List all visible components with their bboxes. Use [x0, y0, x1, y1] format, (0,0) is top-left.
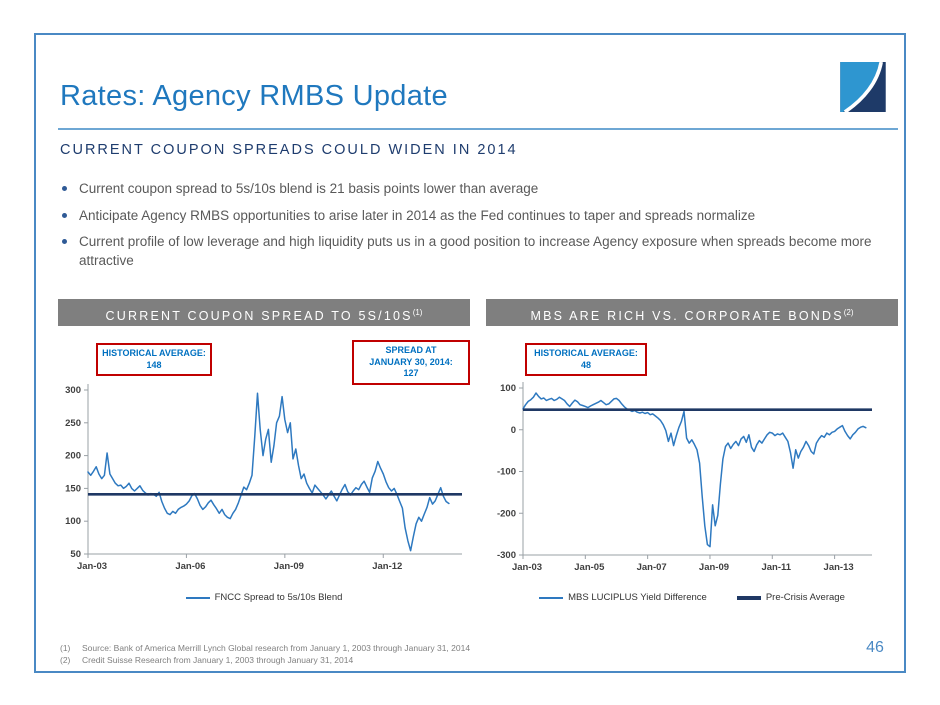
bullet-item: Current profile of low leverage and high…: [60, 233, 878, 270]
svg-text:Jan-09: Jan-09: [699, 562, 729, 573]
footnotes: (1) Source: Bank of America Merrill Lynch…: [60, 642, 470, 666]
title-divider: [58, 128, 898, 130]
legend-item: FNCC Spread to 5s/10s Blend: [185, 592, 343, 603]
legend-item: Pre-Crisis Average: [736, 592, 845, 603]
bullet-text: Current coupon spread to 5s/10s blend is…: [79, 181, 539, 196]
footnote-ref-2: (2): [843, 308, 854, 317]
bullet-list: Current coupon spread to 5s/10s blend is…: [60, 180, 878, 278]
svg-text:-200: -200: [497, 508, 516, 519]
legend-label: MBS LUCIPLUS Yield Difference: [568, 592, 707, 603]
bullet-text: Anticipate Agency RMBS opportunities to …: [79, 207, 756, 223]
svg-text:Jan-07: Jan-07: [637, 562, 667, 573]
footnote-ref-1: (1): [412, 308, 423, 317]
svg-text:50: 50: [70, 549, 81, 560]
callout-line: HISTORICAL AVERAGE:: [534, 348, 638, 358]
callout-value: 127: [403, 368, 419, 378]
svg-text:Jan-12: Jan-12: [372, 561, 402, 572]
svg-text:Jan-09: Jan-09: [274, 561, 304, 572]
left-chart-header: CURRENT COUPON SPREAD TO 5S/10S(1): [58, 299, 470, 326]
slide-subtitle: CURRENT COUPON SPREADS COULD WIDEN IN 20…: [60, 142, 518, 158]
svg-text:150: 150: [65, 483, 81, 494]
callout-line: HISTORICAL AVERAGE:: [102, 348, 206, 358]
svg-text:-300: -300: [497, 550, 516, 561]
spread-line-chart: 50 100 150 200 250 300 Jan-03 Jan-06 Jan-09 Jan-1…: [65, 384, 462, 572]
callout-line: JANUARY 30, 2014:: [369, 356, 453, 367]
svg-text:100: 100: [500, 383, 516, 394]
bullet-dot-icon: [62, 186, 67, 191]
legend-label: Pre-Crisis Average: [765, 592, 845, 603]
footnote-marker: (1): [60, 643, 71, 653]
bullet-dot-icon: [62, 212, 67, 218]
svg-text:Jan-13: Jan-13: [824, 562, 854, 573]
blue-line-sample-icon: [185, 596, 210, 599]
historical-average-callout-right: HISTORICAL AVERAGE: 48: [525, 343, 647, 376]
company-logo: [840, 61, 886, 114]
left-chart-title: CURRENT COUPON SPREAD TO 5S/10S: [105, 309, 413, 324]
callout-value: 148: [146, 359, 162, 370]
svg-text:200: 200: [65, 451, 81, 462]
page-title: Rates: Agency RMBS Update: [60, 80, 448, 112]
bullet-item: Current coupon spread to 5s/10s blend is…: [60, 180, 878, 199]
legend-label: FNCC Spread to 5s/10s Blend: [214, 592, 343, 603]
page-number: 46: [866, 639, 884, 656]
svg-text:Jan-03: Jan-03: [77, 561, 107, 572]
footnote-1: (1) Source: Bank of America Merrill Lynch…: [60, 642, 470, 654]
svg-text:Jan-05: Jan-05: [574, 562, 605, 573]
bullet-dot-icon: [62, 239, 67, 244]
right-chart-header: MBS ARE RICH VS. CORPORATE BONDS(2): [486, 299, 898, 326]
bullet-item: Anticipate Agency RMBS opportunities to …: [60, 207, 878, 226]
spread-at-date-callout: SPREAD AT JANUARY 30, 2014: 127: [352, 340, 470, 385]
right-chart-legend: MBS LUCIPLUS Yield Difference Pre-Crisis…: [486, 592, 898, 603]
footnote-text: Credit Suisse Research from January 1, 2…: [82, 655, 354, 665]
svg-text:Jan-03: Jan-03: [512, 562, 542, 573]
blue-line-sample-icon: [539, 596, 564, 599]
svg-text:0: 0: [511, 425, 516, 436]
svg-text:250: 250: [65, 418, 81, 429]
right-chart-title: MBS ARE RICH VS. CORPORATE BONDS: [530, 309, 844, 324]
historical-average-callout-left: HISTORICAL AVERAGE: 148: [96, 343, 212, 376]
callout-value: 48: [580, 359, 591, 370]
svg-text:300: 300: [65, 385, 81, 396]
diagonal-swoosh-logo-icon: [840, 61, 886, 114]
svg-text:100: 100: [65, 516, 81, 527]
footnote-marker: (2): [60, 655, 71, 665]
svg-text:Jan-11: Jan-11: [761, 562, 791, 573]
callout-line: SPREAD AT: [385, 345, 437, 355]
left-chart-legend: FNCC Spread to 5s/10s Blend: [58, 592, 470, 603]
navy-line-sample-icon: [736, 595, 761, 600]
footnote-2: (2) Credit Suisse Research from January 1…: [60, 654, 470, 666]
mbs-vs-corporate-line-chart: -300 -200 -100 0 100 Jan-03 Jan-05 Jan-07 Jan-09…: [497, 382, 872, 573]
legend-item: MBS LUCIPLUS Yield Difference: [539, 592, 707, 603]
bullet-text: Current profile of low leverage and high…: [79, 234, 872, 268]
svg-text:-100: -100: [497, 467, 516, 478]
svg-text:Jan-06: Jan-06: [175, 561, 205, 572]
footnote-text: Source: Bank of America Merrill Lynch Gl…: [82, 643, 471, 653]
